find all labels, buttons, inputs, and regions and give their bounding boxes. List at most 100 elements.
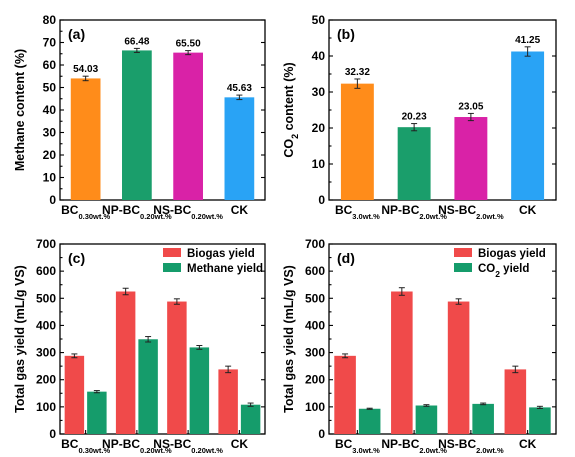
bar <box>472 403 494 434</box>
y-tick-label: 100 <box>305 400 325 414</box>
data-label: 23.05 <box>458 101 483 112</box>
bar <box>511 51 545 200</box>
y-tick-label: 20 <box>312 121 326 135</box>
x-tick-label: BC3.0wt.% <box>335 203 380 221</box>
legend-swatch <box>163 263 181 272</box>
data-label: 32.32 <box>345 67 370 78</box>
y-tick-label: 700 <box>305 237 325 251</box>
y-tick-label: 50 <box>43 81 57 95</box>
y-tick-label: 30 <box>312 85 326 99</box>
bar <box>340 83 374 200</box>
legend-label: Biogas yield <box>478 248 546 260</box>
data-label: 66.48 <box>124 36 149 47</box>
chart-b: 0 10 20 30 40 50 CO2 content (%) (b) BC3.0wt.% NP… <box>282 13 557 221</box>
x-tick-label: CK <box>519 203 537 217</box>
data-label: 41.25 <box>515 35 540 46</box>
bar <box>415 405 438 434</box>
y-tick-label: 500 <box>36 291 56 305</box>
y-tick-label: 400 <box>305 318 325 332</box>
x-tick-label: BC0.30wt.% <box>61 203 110 221</box>
bar <box>122 50 152 200</box>
chart-c: 0 100 200 300 400 500 600 700 Total gas yield (m… <box>13 237 266 455</box>
bar <box>189 347 210 434</box>
x-tick-label: NP-BC0.20wt.% <box>102 203 172 221</box>
y-tick-label: 600 <box>36 264 56 278</box>
y-tick-label: 10 <box>312 157 326 171</box>
chart-a: 0 10 20 30 40 50 60 70 80 Methane content (%) (a) B… <box>13 13 266 221</box>
bar <box>334 355 356 434</box>
bar <box>138 339 158 434</box>
x-tick-label: NP-BC2.0wt.% <box>381 437 447 455</box>
bar <box>173 52 203 200</box>
x-tick-label: NS-BC0.20wt.% <box>153 203 223 221</box>
bar <box>224 97 255 200</box>
bar <box>87 391 107 434</box>
y-tick-label: 60 <box>43 58 57 72</box>
y-tick-label: 40 <box>312 49 326 63</box>
x-tick-label: BC0.30wt.% <box>61 437 110 455</box>
bar <box>218 369 238 434</box>
y-tick-label: 400 <box>36 318 56 332</box>
y-tick-label: 100 <box>36 400 56 414</box>
data-label: 54.03 <box>73 64 98 75</box>
y-tick-label: 500 <box>305 291 325 305</box>
y-axis-label: Total gas yield (mL/g VS) <box>282 265 296 413</box>
chart-d: 0 100 200 300 400 500 600 700 Total gas yield (m… <box>282 237 557 455</box>
data-label: 20.23 <box>402 112 427 123</box>
legend-label: Methane yield <box>187 263 263 275</box>
y-tick-label: 0 <box>318 193 325 207</box>
y-tick-label: 10 <box>43 171 57 185</box>
y-tick-label: 600 <box>305 264 325 278</box>
bar <box>358 408 381 434</box>
bar <box>240 404 261 434</box>
legend-label: Biogas yield <box>187 248 255 260</box>
y-tick-label: 200 <box>305 373 325 387</box>
y-tick-label: 700 <box>36 237 56 251</box>
y-tick-label: 50 <box>312 13 326 27</box>
y-tick-label: 300 <box>305 346 325 360</box>
y-tick-label: 0 <box>318 427 325 441</box>
bar <box>447 301 470 434</box>
x-tick-label: CK <box>519 437 537 451</box>
x-tick-label: CK <box>231 437 249 451</box>
legend-swatch <box>454 248 472 257</box>
panel-label: (c) <box>68 250 85 266</box>
x-tick-label: NS-BC2.0wt.% <box>438 203 504 221</box>
bar <box>115 291 136 434</box>
y-tick-label: 0 <box>49 193 56 207</box>
y-tick-label: 200 <box>36 373 56 387</box>
y-axis-label: CO2 content (%) <box>282 62 300 157</box>
bar <box>454 117 488 200</box>
x-tick-label: NP-BC0.20wt.% <box>102 437 172 455</box>
bar <box>397 127 431 200</box>
panel-label: (b) <box>337 26 355 42</box>
x-tick-label: NS-BC2.0wt.% <box>438 437 504 455</box>
x-tick-label: NS-BC0.20wt.% <box>153 437 223 455</box>
bar <box>167 301 187 434</box>
y-tick-label: 300 <box>36 346 56 360</box>
bar <box>529 407 551 434</box>
bar <box>504 369 527 434</box>
panel-label: (d) <box>337 250 355 266</box>
y-tick-label: 0 <box>49 427 56 441</box>
y-tick-label: 70 <box>43 36 57 50</box>
legend-swatch <box>163 248 181 257</box>
x-tick-label: BC3.0wt.% <box>335 437 380 455</box>
y-axis-label: Total gas yield (mL/g VS) <box>13 265 27 413</box>
data-label: 65.50 <box>176 39 201 50</box>
legend-swatch <box>454 263 472 272</box>
y-tick-label: 40 <box>43 103 57 117</box>
x-tick-label: CK <box>231 203 249 217</box>
panel-label: (a) <box>68 26 85 42</box>
bar <box>64 355 85 434</box>
y-tick-label: 30 <box>43 126 57 140</box>
y-tick-label: 80 <box>43 13 57 27</box>
legend-label: CO2 yield <box>478 263 529 279</box>
data-label: 45.63 <box>227 83 252 94</box>
bar <box>391 291 413 434</box>
y-tick-label: 20 <box>43 148 57 162</box>
y-axis-label: Methane content (%) <box>13 49 27 171</box>
bar <box>70 78 101 200</box>
x-tick-label: NP-BC2.0wt.% <box>381 203 447 221</box>
